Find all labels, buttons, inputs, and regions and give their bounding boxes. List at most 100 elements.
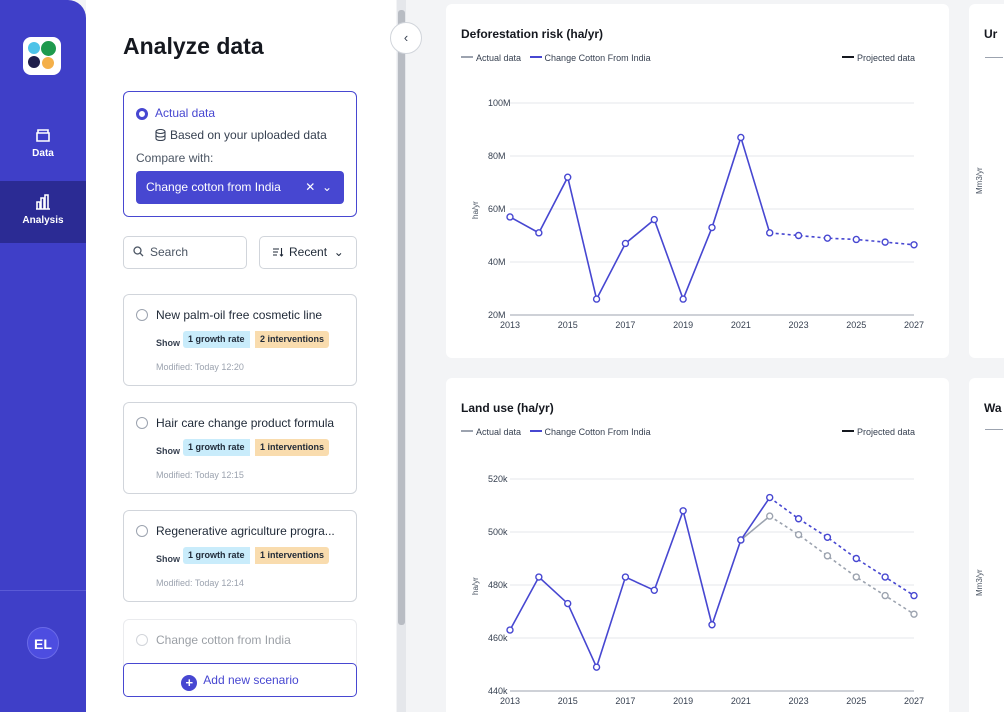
data-point: [794, 530, 803, 539]
add-scenario-button[interactable]: + Add new scenario: [123, 663, 357, 697]
compare-with-label: Compare with:: [136, 151, 214, 165]
x-tick-label: 2021: [731, 320, 751, 330]
compare-scenario-select[interactable]: Change cotton from India ✕ ⌄: [136, 171, 344, 204]
logo-dot: [42, 57, 54, 69]
x-tick-label: 2025: [846, 696, 866, 706]
legend-projected: Projected data: [841, 427, 915, 437]
data-point: [766, 493, 774, 502]
sort-label: Recent: [289, 245, 328, 259]
y-tick-label: 460k: [488, 633, 508, 643]
y-axis-label: Mm3/yr: [975, 167, 984, 194]
scenario-radio[interactable]: [136, 309, 148, 321]
chevron-down-icon[interactable]: ⌄: [321, 180, 332, 194]
data-point: [823, 552, 832, 560]
series-line-actual: [509, 497, 771, 670]
data-point: [564, 173, 572, 181]
data-point: [592, 663, 601, 671]
interventions-badge[interactable]: 1 interventions: [255, 439, 330, 456]
growth-rate-badge[interactable]: 1 growth rate: [183, 547, 250, 564]
app-logo[interactable]: [23, 37, 61, 75]
actual-data-radio[interactable]: [136, 108, 148, 120]
scenario-card[interactable]: Hair care change product formula Show 1 …: [123, 402, 357, 494]
chevron-down-icon: ⌄: [333, 245, 344, 259]
chart-title: Deforestation risk (ha/yr): [461, 27, 604, 41]
scenario-radio[interactable]: [136, 634, 148, 646]
data-point: [852, 554, 860, 563]
growth-rate-badge[interactable]: 1 growth rate: [183, 439, 250, 456]
interventions-badge[interactable]: 2 interventions: [255, 331, 330, 348]
clear-icon[interactable]: ✕: [305, 180, 316, 194]
sidebar-item-analysis[interactable]: Analysis: [0, 181, 86, 243]
avatar[interactable]: EL: [27, 627, 59, 659]
data-point: [708, 223, 716, 232]
y-axis-label: ha/yr: [471, 577, 480, 595]
scenario-radio[interactable]: [136, 417, 148, 429]
y-tick-label: 100M: [488, 98, 511, 108]
chart-card-partial: Ur Mm3/yr: [969, 4, 1004, 358]
legend-swatch-actual: [985, 57, 1003, 58]
data-point: [794, 231, 803, 240]
legend-swatch-actual: [461, 56, 473, 58]
legend-swatch-change: [529, 56, 542, 58]
interventions-badge[interactable]: 1 interventions: [255, 547, 330, 564]
actual-data-label: Actual data: [155, 106, 216, 120]
x-tick-label: 2019: [673, 696, 693, 706]
data-point: [910, 591, 918, 600]
panel-scrollbar[interactable]: [397, 0, 406, 712]
data-point: [881, 591, 889, 600]
growth-rate-badge[interactable]: 1 growth rate: [183, 331, 250, 348]
collapse-panel-button[interactable]: ‹: [390, 22, 422, 54]
x-tick-label: 2025: [846, 320, 866, 330]
scenario-title: Change cotton from India: [156, 633, 291, 647]
compare-box: Actual data Based on your uploaded data …: [123, 91, 357, 217]
x-tick-label: 2015: [558, 696, 578, 706]
scenario-card[interactable]: New palm-oil free cosmetic line Show 1 g…: [123, 294, 357, 386]
logo-dot: [28, 56, 40, 68]
chart-title: Ur: [984, 27, 998, 41]
data-point: [737, 536, 745, 544]
data-point: [535, 573, 543, 581]
logo-dot: [28, 42, 40, 54]
scenario-radio[interactable]: [136, 525, 148, 537]
scenario-title: Hair care change product formula: [156, 416, 335, 430]
y-axis-label: ha/yr: [471, 201, 480, 219]
series-line-actual: [509, 134, 771, 302]
page-title: Analyze data: [123, 33, 264, 59]
chart-card-partial: Wa Mm3/yr: [969, 378, 1004, 712]
scrollbar-thumb[interactable]: [398, 10, 405, 625]
sidebar-item-data[interactable]: Data: [0, 126, 86, 188]
data-point: [910, 241, 918, 249]
chart-card-land-use: Land use (ha/yr) Actual data Change Cott…: [446, 378, 949, 712]
x-tick-label: 2023: [789, 696, 809, 706]
compare-scenario-value: Change cotton from India: [146, 180, 281, 194]
scenario-card[interactable]: Regenerative agriculture progra... Show …: [123, 510, 357, 602]
x-tick-label: 2019: [673, 320, 693, 330]
legend-swatch-actual: [985, 429, 1003, 430]
data-point: [852, 235, 860, 244]
data-point: [592, 295, 601, 303]
logo-dot: [41, 41, 56, 56]
y-tick-label: 440k: [488, 686, 508, 696]
y-tick-label: 500k: [488, 527, 508, 537]
y-tick-label: 520k: [488, 474, 508, 484]
data-point: [823, 234, 832, 242]
sidebar-item-label: Data: [32, 148, 54, 159]
add-scenario-label: Add new scenario: [203, 673, 299, 687]
x-tick-label: 2027: [904, 696, 924, 706]
legend-actual: Actual data: [476, 53, 522, 63]
y-tick-label: 80M: [488, 151, 506, 161]
modified-timestamp: Modified: Today 12:14: [156, 578, 244, 588]
data-point: [794, 515, 803, 523]
legend-swatch-projected: [841, 56, 854, 58]
series-line-actual: [740, 515, 771, 541]
sort-icon: [273, 248, 284, 257]
data-point: [650, 586, 658, 595]
x-tick-label: 2013: [500, 320, 520, 330]
sort-button[interactable]: Recent ⌄: [259, 236, 357, 269]
show-label: Show: [156, 338, 180, 348]
x-tick-label: 2021: [731, 696, 751, 706]
x-tick-label: 2027: [904, 320, 924, 330]
search-input[interactable]: Search: [123, 236, 247, 269]
